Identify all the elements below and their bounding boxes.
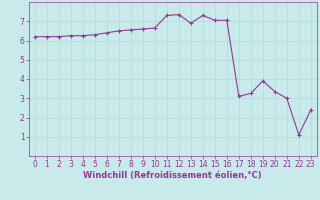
X-axis label: Windchill (Refroidissement éolien,°C): Windchill (Refroidissement éolien,°C)	[84, 171, 262, 180]
